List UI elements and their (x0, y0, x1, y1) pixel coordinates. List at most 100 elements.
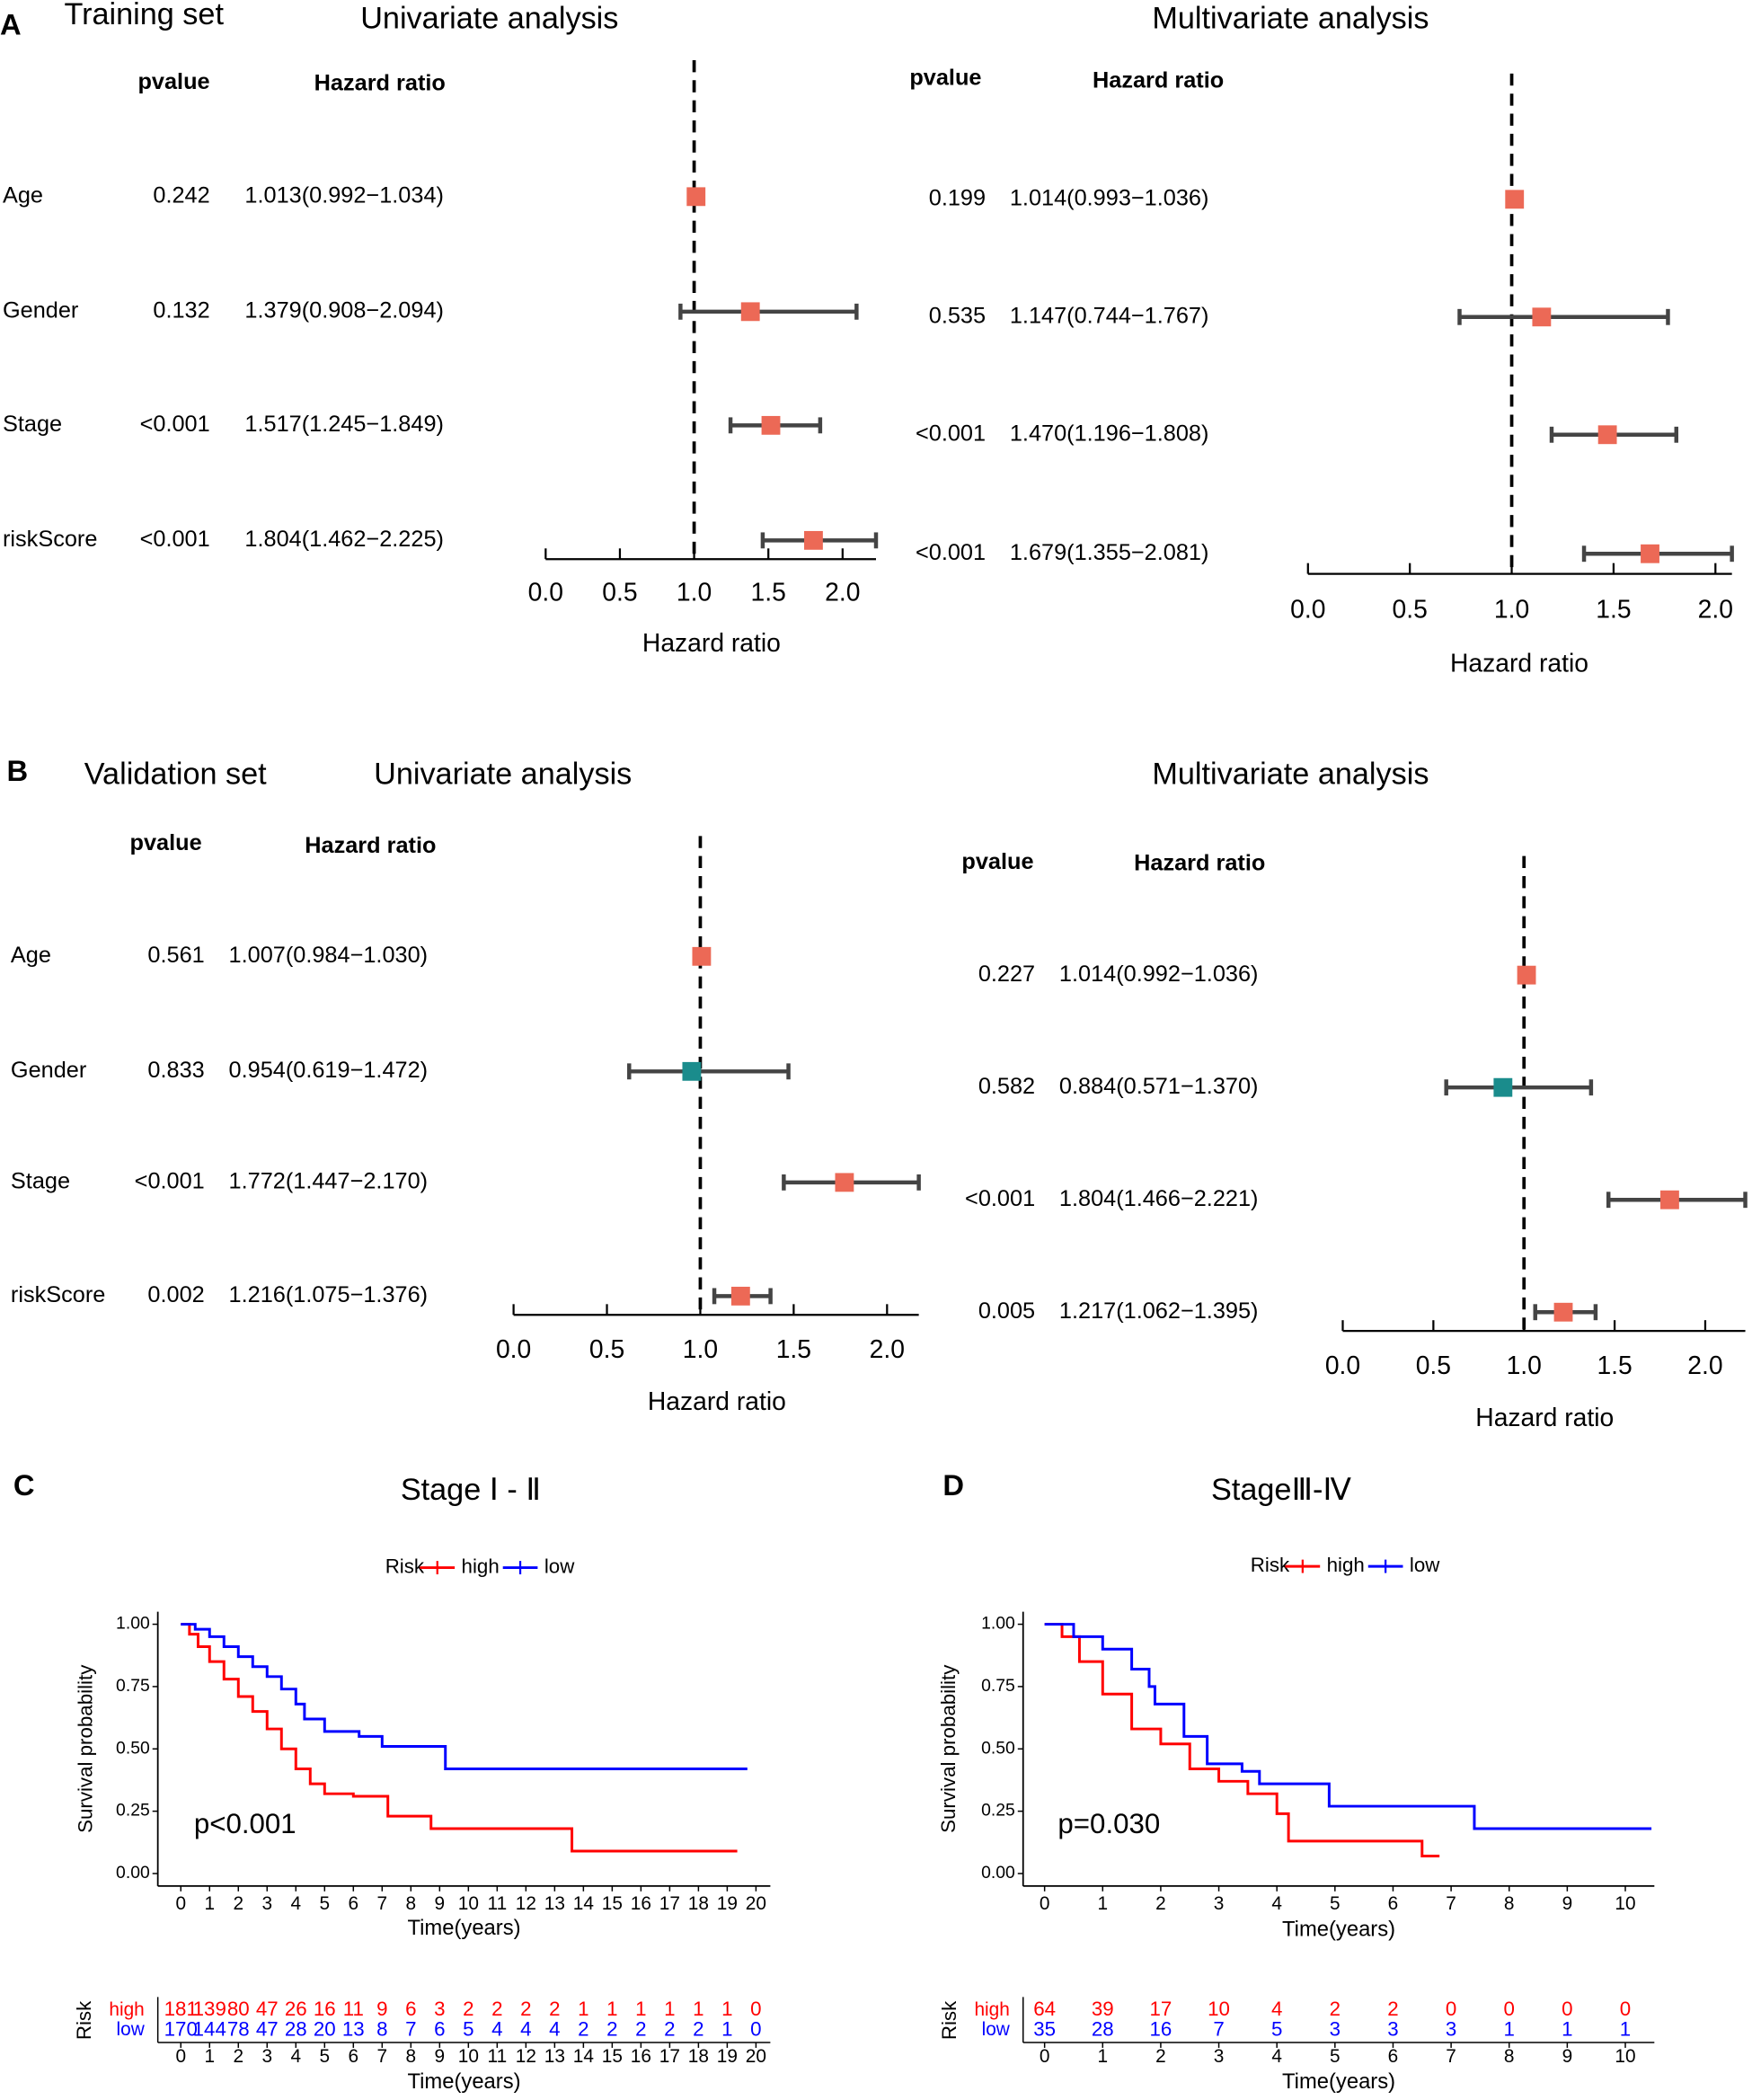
column-header: pvalue (137, 69, 209, 94)
column-header: pvalue (909, 66, 981, 91)
p-value: <0.001 (140, 527, 210, 552)
at-risk-count: 5 (463, 2017, 473, 2040)
at-risk-count: 181 (164, 1998, 198, 2020)
hazard-ratio-label: 1.216(1.075−1.376) (229, 1282, 429, 1307)
x-tick-label: 3 (261, 1893, 272, 1914)
risk-x-axis-label: Time(years) (1282, 2069, 1395, 2094)
x-tick-label: 0.5 (602, 577, 637, 606)
survival-curve (1044, 1623, 1440, 1858)
hazard-ratio-point (1532, 307, 1552, 327)
risk-x-tick-label: 10 (458, 2046, 479, 2067)
p-value: <0.001 (965, 1186, 1035, 1211)
x-tick-label: 20 (746, 1893, 766, 1914)
risk-x-tick-label: 16 (631, 2046, 651, 2067)
p-value: 0.002 (147, 1282, 204, 1307)
column-header: Hazard ratio (314, 70, 446, 95)
column-header: Hazard ratio (1093, 67, 1224, 93)
chart-title: Univariate analysis (360, 1, 618, 35)
at-risk-count: 3 (1446, 2017, 1456, 2040)
chart-title: Univariate analysis (374, 757, 632, 791)
at-risk-count: 13 (342, 2017, 365, 2040)
risk-x-tick-label: 12 (516, 2046, 536, 2067)
risk-x-tick-label: 6 (1388, 2046, 1399, 2067)
x-axis-label: Hazard ratio (1475, 1403, 1614, 1431)
at-risk-count: 170 (164, 2017, 198, 2040)
at-risk-count: 2 (491, 1998, 502, 2020)
at-risk-count: 2 (606, 2017, 617, 2040)
hazard-ratio-point (740, 302, 760, 322)
x-tick-label: 7 (377, 1893, 388, 1914)
at-risk-count: 5 (1271, 2017, 1282, 2040)
x-tick-label: 0.5 (589, 1334, 624, 1363)
x-tick-label: 1.0 (683, 1334, 718, 1363)
x-tick-label: 1 (1097, 1893, 1108, 1914)
p-value: 0.535 (929, 303, 986, 328)
risk-x-tick-label: 2 (1155, 2046, 1166, 2067)
chart-title: Stage Ⅰ - Ⅱ (401, 1473, 541, 1507)
at-risk-count: 1 (664, 1998, 675, 2020)
x-tick-label: 2.0 (870, 1334, 905, 1363)
risk-row-label: low (982, 2019, 1011, 2040)
hazard-ratio-point (804, 530, 823, 550)
at-risk-count: 2 (520, 1998, 531, 2020)
panel-label: A (0, 7, 22, 40)
x-axis-label: Time(years) (1282, 1917, 1395, 1941)
risk-x-tick-label: 15 (602, 2046, 623, 2067)
x-tick-label: 0 (1040, 1893, 1050, 1914)
legend-title: Risk (1251, 1554, 1290, 1576)
y-axis-label: Survival probability (937, 1664, 960, 1833)
x-tick-label: 0.0 (1325, 1351, 1360, 1379)
x-tick-label: 1.5 (751, 577, 786, 606)
at-risk-count: 1 (721, 1998, 732, 2020)
hazard-ratio-point (1641, 544, 1659, 563)
at-risk-count: 2 (1387, 1998, 1398, 2020)
at-risk-count: 35 (1033, 2017, 1056, 2040)
hazard-ratio-point (682, 1061, 702, 1081)
at-risk-count: 1 (693, 1998, 703, 2020)
p-value: <0.001 (140, 412, 210, 437)
risk-x-tick-label: 8 (1504, 2046, 1515, 2067)
at-risk-count: 139 (193, 1998, 226, 2020)
at-risk-count: 11 (343, 1998, 364, 2020)
hazard-ratio-label: 1.379(0.908−2.094) (244, 298, 444, 323)
row-label: Age (3, 183, 43, 208)
risk-x-tick-label: 10 (1615, 2046, 1635, 2067)
at-risk-count: 26 (285, 1998, 307, 2020)
at-risk-count: 78 (227, 2017, 250, 2040)
at-risk-count: 1 (578, 1998, 588, 2020)
at-risk-count: 1 (1562, 2017, 1572, 2040)
p-value: 0.561 (147, 943, 204, 968)
hazard-ratio-label: 1.804(1.466−2.221) (1059, 1186, 1259, 1211)
risk-x-tick-label: 19 (717, 2046, 738, 2067)
risk-x-tick-label: 17 (659, 2046, 680, 2067)
x-tick-label: 13 (544, 1893, 565, 1914)
hazard-ratio-label: 1.007(0.984−1.030) (229, 943, 429, 968)
x-tick-label: 1 (204, 1893, 215, 1914)
risk-x-tick-label: 13 (544, 2046, 565, 2067)
y-tick-label: 0.00 (981, 1863, 1015, 1883)
p-value: <0.001 (916, 540, 986, 565)
p-value: 0.199 (929, 185, 986, 210)
y-tick-label: 1.00 (981, 1614, 1015, 1634)
x-tick-label: 1.5 (1597, 1351, 1632, 1379)
hazard-ratio-label: 1.217(1.062−1.395) (1059, 1298, 1259, 1324)
risk-row-label: high (109, 1999, 144, 2020)
x-tick-label: 16 (631, 1893, 651, 1914)
x-tick-label: 9 (1562, 1893, 1573, 1914)
at-risk-count: 0 (1504, 1998, 1515, 2020)
risk-row-label: high (974, 1999, 1009, 2020)
y-tick-label: 0.25 (981, 1801, 1015, 1821)
risk-x-tick-label: 4 (1271, 2046, 1282, 2067)
risk-x-tick-label: 4 (290, 2046, 301, 2067)
x-tick-label: 10 (458, 1893, 479, 1914)
x-axis-label: Hazard ratio (1450, 648, 1588, 677)
at-risk-count: 0 (1446, 1998, 1456, 2020)
x-tick-label: 18 (688, 1893, 709, 1914)
at-risk-count: 2 (463, 1998, 473, 2020)
legend-title: Risk (385, 1555, 425, 1577)
y-tick-label: 1.00 (116, 1614, 150, 1634)
at-risk-count: 3 (1387, 2017, 1398, 2040)
legend-label: low (544, 1555, 575, 1577)
hazard-ratio-label: 1.014(0.992−1.036) (1059, 961, 1259, 987)
